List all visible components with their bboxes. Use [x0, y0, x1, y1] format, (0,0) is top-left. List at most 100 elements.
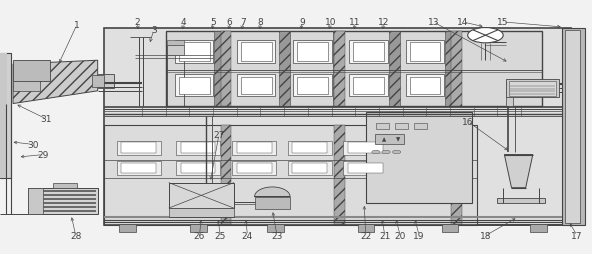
Bar [104, 126, 477, 225]
Bar [565, 30, 580, 224]
Text: ▲: ▲ [381, 137, 386, 142]
Bar [562, 29, 585, 225]
Bar [13, 81, 40, 91]
Circle shape [392, 151, 401, 154]
Bar [0, 53, 11, 178]
Text: 21: 21 [379, 231, 391, 240]
Bar [237, 143, 272, 153]
Bar [375, 135, 404, 145]
Text: 30: 30 [27, 140, 38, 149]
Bar [509, 82, 556, 97]
Bar [333, 32, 343, 107]
Bar [175, 75, 213, 97]
Text: 11: 11 [349, 18, 361, 27]
Bar [214, 32, 225, 107]
Bar [297, 77, 328, 94]
Bar [414, 123, 427, 130]
Circle shape [372, 151, 380, 154]
Polygon shape [504, 155, 533, 188]
Bar [28, 188, 43, 215]
Bar [104, 29, 571, 225]
Bar [279, 32, 290, 107]
Bar [267, 224, 284, 232]
Text: 24: 24 [242, 231, 253, 240]
Bar [179, 43, 210, 61]
Bar [232, 161, 276, 175]
Bar [410, 43, 440, 61]
Text: 15: 15 [497, 18, 509, 27]
Bar [167, 41, 184, 46]
Bar [293, 75, 332, 97]
Bar [451, 126, 462, 225]
Bar [288, 161, 332, 175]
Bar [292, 163, 327, 174]
Text: 18: 18 [480, 231, 491, 240]
Text: 23: 23 [271, 231, 283, 240]
Bar [406, 41, 444, 64]
Circle shape [468, 28, 503, 44]
Polygon shape [13, 61, 98, 104]
Text: 9: 9 [299, 18, 305, 27]
Text: 3: 3 [151, 26, 157, 35]
Bar [167, 46, 184, 56]
Bar [334, 126, 345, 225]
Text: 31: 31 [40, 115, 52, 124]
Bar [410, 77, 440, 94]
Bar [343, 141, 388, 155]
Text: ▼: ▼ [396, 137, 401, 142]
Bar [451, 32, 462, 106]
Bar [117, 161, 161, 175]
Bar [358, 224, 374, 232]
Text: 16: 16 [462, 117, 474, 126]
Bar [175, 41, 213, 64]
Text: 25: 25 [214, 231, 226, 240]
Bar [119, 224, 136, 232]
Bar [445, 32, 456, 107]
Bar [334, 32, 345, 106]
Bar [181, 143, 215, 153]
Bar [241, 77, 272, 94]
Bar [343, 161, 388, 175]
Bar [0, 53, 7, 178]
Bar [117, 141, 161, 155]
Text: 19: 19 [413, 231, 425, 240]
Polygon shape [255, 187, 290, 197]
Bar [366, 113, 472, 203]
Bar [389, 32, 400, 107]
Bar [297, 43, 328, 61]
Bar [241, 43, 272, 61]
Text: 10: 10 [324, 18, 336, 27]
Text: 20: 20 [394, 231, 406, 240]
Bar [353, 77, 384, 94]
Bar [506, 98, 513, 107]
Bar [181, 163, 215, 174]
Bar [530, 224, 547, 232]
Bar [292, 143, 327, 153]
Text: 14: 14 [457, 18, 469, 27]
Text: 28: 28 [70, 231, 82, 240]
Bar [353, 43, 384, 61]
Text: 7: 7 [240, 18, 246, 27]
Bar [237, 75, 275, 97]
Bar [255, 197, 290, 210]
Text: 12: 12 [378, 18, 390, 27]
Bar [169, 183, 234, 208]
Bar [395, 123, 408, 130]
Bar [176, 161, 220, 175]
Text: 6: 6 [227, 18, 233, 27]
Bar [232, 141, 276, 155]
Text: 4: 4 [181, 18, 186, 27]
Bar [92, 75, 104, 88]
Bar [169, 208, 234, 217]
Bar [497, 198, 545, 203]
Text: 29: 29 [37, 150, 49, 160]
Bar [121, 143, 156, 153]
Bar [348, 163, 383, 174]
Text: 2: 2 [134, 18, 140, 27]
Bar [349, 75, 388, 97]
Text: 17: 17 [571, 231, 583, 240]
Text: 27: 27 [213, 130, 225, 139]
Bar [442, 224, 458, 232]
Circle shape [382, 151, 390, 154]
Text: 5: 5 [210, 18, 216, 27]
